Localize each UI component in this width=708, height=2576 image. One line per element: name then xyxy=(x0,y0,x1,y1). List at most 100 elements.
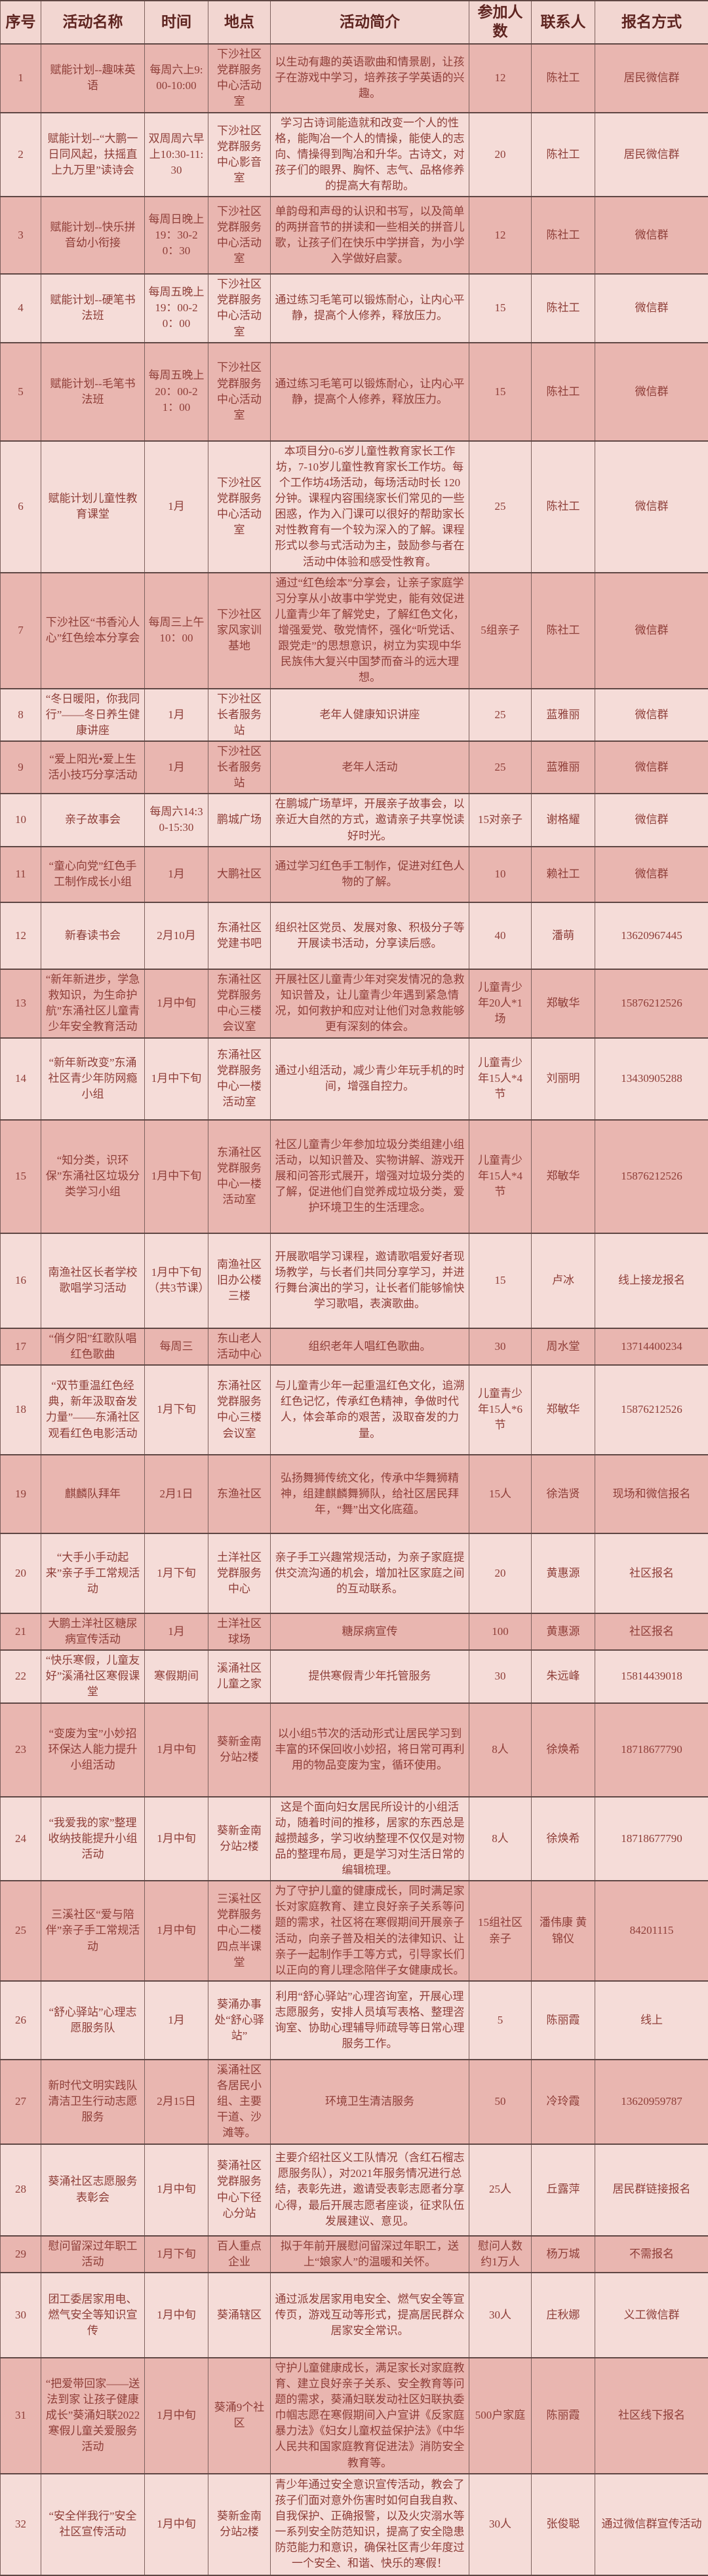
cell-place: 下沙社区家风家训基地 xyxy=(208,573,271,689)
cell-count: 8人 xyxy=(469,1703,532,1797)
cell-place: 葵新金南分站2楼 xyxy=(208,1703,271,1797)
cell-place: 下沙社区党群服务中心活动室 xyxy=(208,197,271,274)
cell-contact: 蓝雅丽 xyxy=(532,689,595,741)
cell-name: “快乐寒假，儿童友好”溪涌社区寒假课堂 xyxy=(41,1650,145,1702)
cell-place: 下沙社区党群服务中心活动室 xyxy=(208,274,271,343)
cell-desc: 主要介绍社区义工队情况（含红石榴志愿服务队），对2021年服务情况进行总结，表彰… xyxy=(271,2144,469,2236)
cell-desc: 通过小组活动，减少青少年玩手机的时间，增强自控力。 xyxy=(271,1038,469,1120)
cell-desc: 弘扬舞狮传统文化，传承中华舞狮精神，组建麒麟舞狮队，给社区居民拜年，“舞”出文化… xyxy=(271,1455,469,1533)
cell-count: 8人 xyxy=(469,1797,532,1881)
cell-signup: 居民微信群 xyxy=(595,113,708,197)
cell-contact: 陈社工 xyxy=(532,44,595,113)
cell-time: 1月 xyxy=(145,741,208,794)
cell-no: 13 xyxy=(1,969,41,1038)
cell-desc: 与儿童青少年一起重温红色文化，追溯红色记忆，传承红色精神，争做时代人，体会革命的… xyxy=(271,1365,469,1455)
cell-time: 每周五晚上20：00-21：00 xyxy=(145,343,208,441)
cell-count: 40 xyxy=(469,902,532,969)
cell-contact: 冷玲霞 xyxy=(532,2060,595,2144)
cell-no: 6 xyxy=(1,441,41,573)
cell-signup: 居民微信群 xyxy=(595,44,708,113)
column-header-count: 参加人数 xyxy=(469,1,532,44)
column-header-desc: 活动简介 xyxy=(271,1,469,44)
cell-no: 5 xyxy=(1,343,41,441)
cell-contact: 徐浩贤 xyxy=(532,1455,595,1533)
cell-name: 大鹏土洋社区糖尿病宣传活动 xyxy=(41,1613,145,1650)
cell-place: 下沙社区党群服务中心活动室 xyxy=(208,441,271,573)
column-header-name: 活动名称 xyxy=(41,1,145,44)
cell-contact: 朱远峰 xyxy=(532,1650,595,1702)
cell-no: 31 xyxy=(1,2358,41,2474)
cell-contact: 庄秋娜 xyxy=(532,2273,595,2358)
cell-count: 5组亲子 xyxy=(469,573,532,689)
cell-no: 21 xyxy=(1,1613,41,1650)
cell-place: 葵涌9个社区 xyxy=(208,2358,271,2474)
cell-name: 赋能计划--硬笔书法班 xyxy=(41,274,145,343)
cell-count: 儿童青少年15人*4节 xyxy=(469,1038,532,1120)
cell-time: 1月中旬 xyxy=(145,1703,208,1797)
cell-no: 32 xyxy=(1,2474,41,2575)
cell-place: 溪涌社区各居民小组、主要干道、沙滩等。 xyxy=(208,2060,271,2144)
cell-desc: 通过学习红色手工制作，促进对红色人物的了解。 xyxy=(271,847,469,902)
cell-desc: 组织社区党员、发展对象、积极分子等开展读书活动，分享读后感。 xyxy=(271,902,469,969)
cell-name: “童心向党”红色手工制作成长小组 xyxy=(41,847,145,902)
cell-no: 29 xyxy=(1,2236,41,2273)
cell-time: 1月中旬 xyxy=(145,2273,208,2358)
cell-count: 12 xyxy=(469,44,532,113)
cell-signup: 84201115 xyxy=(595,1881,708,1981)
cell-no: 10 xyxy=(1,794,41,846)
cell-desc: 糖尿病宣传 xyxy=(271,1613,469,1650)
cell-name: 赋能计划--毛笔书法班 xyxy=(41,343,145,441)
cell-no: 28 xyxy=(1,2144,41,2236)
cell-contact: 卢冰 xyxy=(532,1233,595,1328)
cell-desc: 以小组5节次的活动形式让居民学习到丰富的环保回收小妙招，将日常可再利用的物品变废… xyxy=(271,1703,469,1797)
column-header-no: 序号 xyxy=(1,1,41,44)
cell-no: 18 xyxy=(1,1365,41,1455)
cell-count: 10 xyxy=(469,847,532,902)
cell-desc: 本项目分0-6岁儿童性教育家长工作坊，7-10岁儿童性教育家长工作坊。每个工作坊… xyxy=(271,441,469,573)
cell-contact: 陈丽霞 xyxy=(532,2358,595,2474)
column-header-place: 地点 xyxy=(208,1,271,44)
cell-time: 1月 xyxy=(145,689,208,741)
cell-contact: 陈社工 xyxy=(532,197,595,274)
cell-name: 三溪社区“爱与陪伴”亲子手工常规活动 xyxy=(41,1881,145,1981)
cell-signup: 18718677790 xyxy=(595,1703,708,1797)
cell-name: 慰问留深过年职工活动 xyxy=(41,2236,145,2273)
cell-count: 15 xyxy=(469,274,532,343)
cell-place: 东涌社区党群服务中心三楼会议室 xyxy=(208,969,271,1038)
cell-name: 新春读书会 xyxy=(41,902,145,969)
cell-count: 30 xyxy=(469,1650,532,1702)
cell-desc: 学习古诗词能造就和改变一个人的性格，能陶冶一个人的情操，能使人的志向、情操得到陶… xyxy=(271,113,469,197)
cell-time: 1月中旬 xyxy=(145,2144,208,2236)
cell-no: 23 xyxy=(1,1703,41,1797)
cell-count: 20 xyxy=(469,113,532,197)
cell-no: 30 xyxy=(1,2273,41,2358)
cell-contact: 张俊聪 xyxy=(532,2474,595,2575)
cell-name: “俏夕阳”红歌队唱红色歌曲 xyxy=(41,1328,145,1365)
cell-no: 8 xyxy=(1,689,41,741)
cell-time: 1月中旬 xyxy=(145,1881,208,1981)
cell-contact: 徐焕希 xyxy=(532,1703,595,1797)
cell-desc: 通过派发居家用电安全、燃气安全等宣传页，游戏互动等形式，提高居民群众居家安全常识… xyxy=(271,2273,469,2358)
cell-contact: 陈社工 xyxy=(532,113,595,197)
cell-place: 下沙社区党群服务中心活动室 xyxy=(208,44,271,113)
cell-time: 1月中下旬（共3节课） xyxy=(145,1233,208,1328)
cell-contact: 陈社工 xyxy=(532,573,595,689)
cell-time: 1月 xyxy=(145,1613,208,1650)
cell-time: 2月1日 xyxy=(145,1455,208,1533)
cell-place: 葵涌辖区 xyxy=(208,2273,271,2358)
cell-signup: 微信群 xyxy=(595,274,708,343)
cell-time: 2月10月 xyxy=(145,902,208,969)
cell-signup: 社区线下报名 xyxy=(595,2358,708,2474)
cell-count: 25 xyxy=(469,689,532,741)
cell-name: 新时代文明实践队清洁卫生行动志愿服务 xyxy=(41,2060,145,2144)
cell-name: “大手小手动起来”亲子手工常规活动 xyxy=(41,1533,145,1613)
cell-time: 1月下旬 xyxy=(145,2236,208,2273)
